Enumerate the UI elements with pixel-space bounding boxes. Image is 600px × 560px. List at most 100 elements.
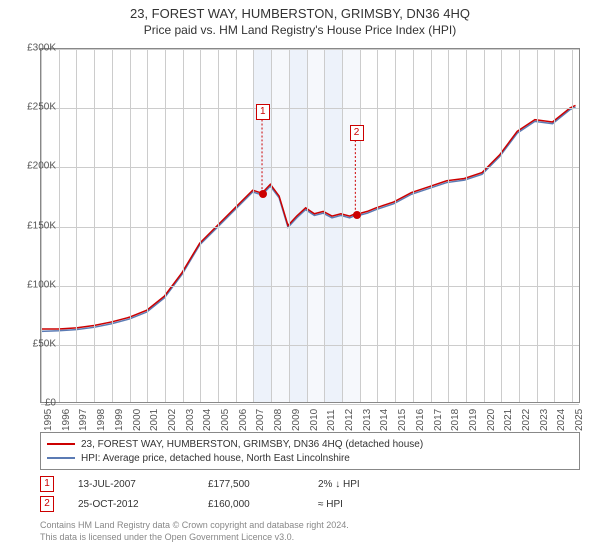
gridline-horizontal (41, 49, 579, 50)
x-axis-tick-label: 1998 (96, 409, 107, 431)
gridline-vertical (501, 49, 502, 402)
series-line (41, 105, 576, 329)
y-axis-tick-label: £200K (6, 161, 56, 172)
x-axis-tick-label: 1996 (61, 409, 72, 431)
transaction-marker: 2 (350, 125, 364, 141)
gridline-vertical (431, 49, 432, 402)
transaction-price: £160,000 (208, 499, 318, 510)
transaction-row: 2 25-OCT-2012£160,000≈ HPI (40, 494, 580, 514)
title-block: 23, FOREST WAY, HUMBERSTON, GRIMSBY, DN3… (0, 0, 600, 37)
gridline-vertical (519, 49, 520, 402)
y-axis-tick-label: £100K (6, 279, 56, 290)
x-axis-tick-label: 2007 (255, 409, 266, 431)
y-axis-tick-label: £250K (6, 102, 56, 113)
legend-swatch (47, 443, 75, 445)
transaction-row-marker: 1 (40, 476, 54, 492)
gridline-horizontal (41, 108, 579, 109)
gridline-vertical (572, 49, 573, 402)
gridline-vertical (165, 49, 166, 402)
x-axis-tick-label: 1995 (43, 409, 54, 431)
gridline-vertical (271, 49, 272, 402)
legend-box: 23, FOREST WAY, HUMBERSTON, GRIMSBY, DN3… (40, 432, 580, 470)
x-axis-tick-label: 2016 (415, 409, 426, 431)
x-axis-tick-label: 2001 (149, 409, 160, 431)
transaction-dot (353, 211, 361, 219)
legend-swatch (47, 457, 75, 459)
transaction-row-marker: 2 (40, 496, 54, 512)
transaction-table: 113-JUL-2007£177,5002% ↓ HPI225-OCT-2012… (40, 474, 580, 514)
transaction-date: 25-OCT-2012 (78, 499, 208, 510)
gridline-vertical (253, 49, 254, 402)
x-axis-tick-label: 2018 (450, 409, 461, 431)
series-line (41, 107, 576, 331)
x-axis-tick-label: 2019 (468, 409, 479, 431)
gridline-vertical (130, 49, 131, 402)
gridline-vertical (537, 49, 538, 402)
chart-title: 23, FOREST WAY, HUMBERSTON, GRIMSBY, DN3… (0, 6, 600, 21)
gridline-horizontal (41, 227, 579, 228)
x-axis-tick-label: 2008 (273, 409, 284, 431)
x-axis-tick-label: 2005 (220, 409, 231, 431)
gridline-vertical (307, 49, 308, 402)
x-axis-tick-label: 2002 (167, 409, 178, 431)
x-axis-tick-label: 2023 (539, 409, 550, 431)
x-axis-tick-label: 2022 (521, 409, 532, 431)
footer-line-2: This data is licensed under the Open Gov… (40, 532, 580, 544)
transaction-date: 13-JUL-2007 (78, 479, 208, 490)
x-axis-tick-label: 2010 (309, 409, 320, 431)
gridline-vertical (200, 49, 201, 402)
gridline-vertical (413, 49, 414, 402)
gridline-vertical (218, 49, 219, 402)
x-axis-tick-label: 2011 (326, 409, 337, 431)
chart-subtitle: Price paid vs. HM Land Registry's House … (0, 23, 600, 37)
gridline-horizontal (41, 167, 579, 168)
gridline-vertical (448, 49, 449, 402)
y-axis-tick-label: £150K (6, 220, 56, 231)
legend-label: HPI: Average price, detached house, Nort… (81, 453, 350, 464)
footer-attribution: Contains HM Land Registry data © Crown c… (40, 520, 580, 543)
x-axis-tick-label: 2000 (132, 409, 143, 431)
x-axis-tick-label: 1997 (78, 409, 89, 431)
gridline-vertical (59, 49, 60, 402)
x-axis-tick-label: 2009 (291, 409, 302, 431)
x-axis-tick-label: 2006 (238, 409, 249, 431)
gridline-vertical (484, 49, 485, 402)
gridline-horizontal (41, 286, 579, 287)
x-axis-tick-label: 2004 (202, 409, 213, 431)
legend-item: 23, FOREST WAY, HUMBERSTON, GRIMSBY, DN3… (47, 437, 573, 451)
line-plot (41, 49, 579, 402)
x-axis-tick-label: 2017 (433, 409, 444, 431)
x-axis-tick-label: 2012 (344, 409, 355, 431)
gridline-vertical (395, 49, 396, 402)
x-axis-tick-label: 2013 (362, 409, 373, 431)
gridline-horizontal (41, 404, 579, 405)
gridline-vertical (147, 49, 148, 402)
y-axis-tick-label: £50K (6, 338, 56, 349)
gridline-vertical (554, 49, 555, 402)
gridline-vertical (377, 49, 378, 402)
x-axis-tick-label: 2024 (556, 409, 567, 431)
chart-plot-area: 12 (40, 48, 580, 403)
gridline-vertical (76, 49, 77, 402)
transaction-change: 2% ↓ HPI (318, 479, 418, 490)
gridline-vertical (360, 49, 361, 402)
y-axis-tick-label: £300K (6, 43, 56, 54)
x-axis-tick-label: 2020 (486, 409, 497, 431)
gridline-vertical (342, 49, 343, 402)
chart-container: 23, FOREST WAY, HUMBERSTON, GRIMSBY, DN3… (0, 0, 600, 560)
transaction-row: 113-JUL-2007£177,5002% ↓ HPI (40, 474, 580, 494)
x-axis-tick-label: 2025 (574, 409, 585, 431)
gridline-vertical (324, 49, 325, 402)
gridline-vertical (289, 49, 290, 402)
x-axis-tick-label: 2021 (503, 409, 514, 431)
gridline-vertical (94, 49, 95, 402)
y-axis-tick-label: £0 (6, 398, 56, 409)
footer-line-1: Contains HM Land Registry data © Crown c… (40, 520, 580, 532)
transaction-marker: 1 (256, 104, 270, 120)
legend-item: HPI: Average price, detached house, Nort… (47, 451, 573, 465)
gridline-vertical (466, 49, 467, 402)
transaction-change: ≈ HPI (318, 499, 418, 510)
x-axis-tick-label: 1999 (114, 409, 125, 431)
gridline-vertical (112, 49, 113, 402)
legend-label: 23, FOREST WAY, HUMBERSTON, GRIMSBY, DN3… (81, 439, 423, 450)
